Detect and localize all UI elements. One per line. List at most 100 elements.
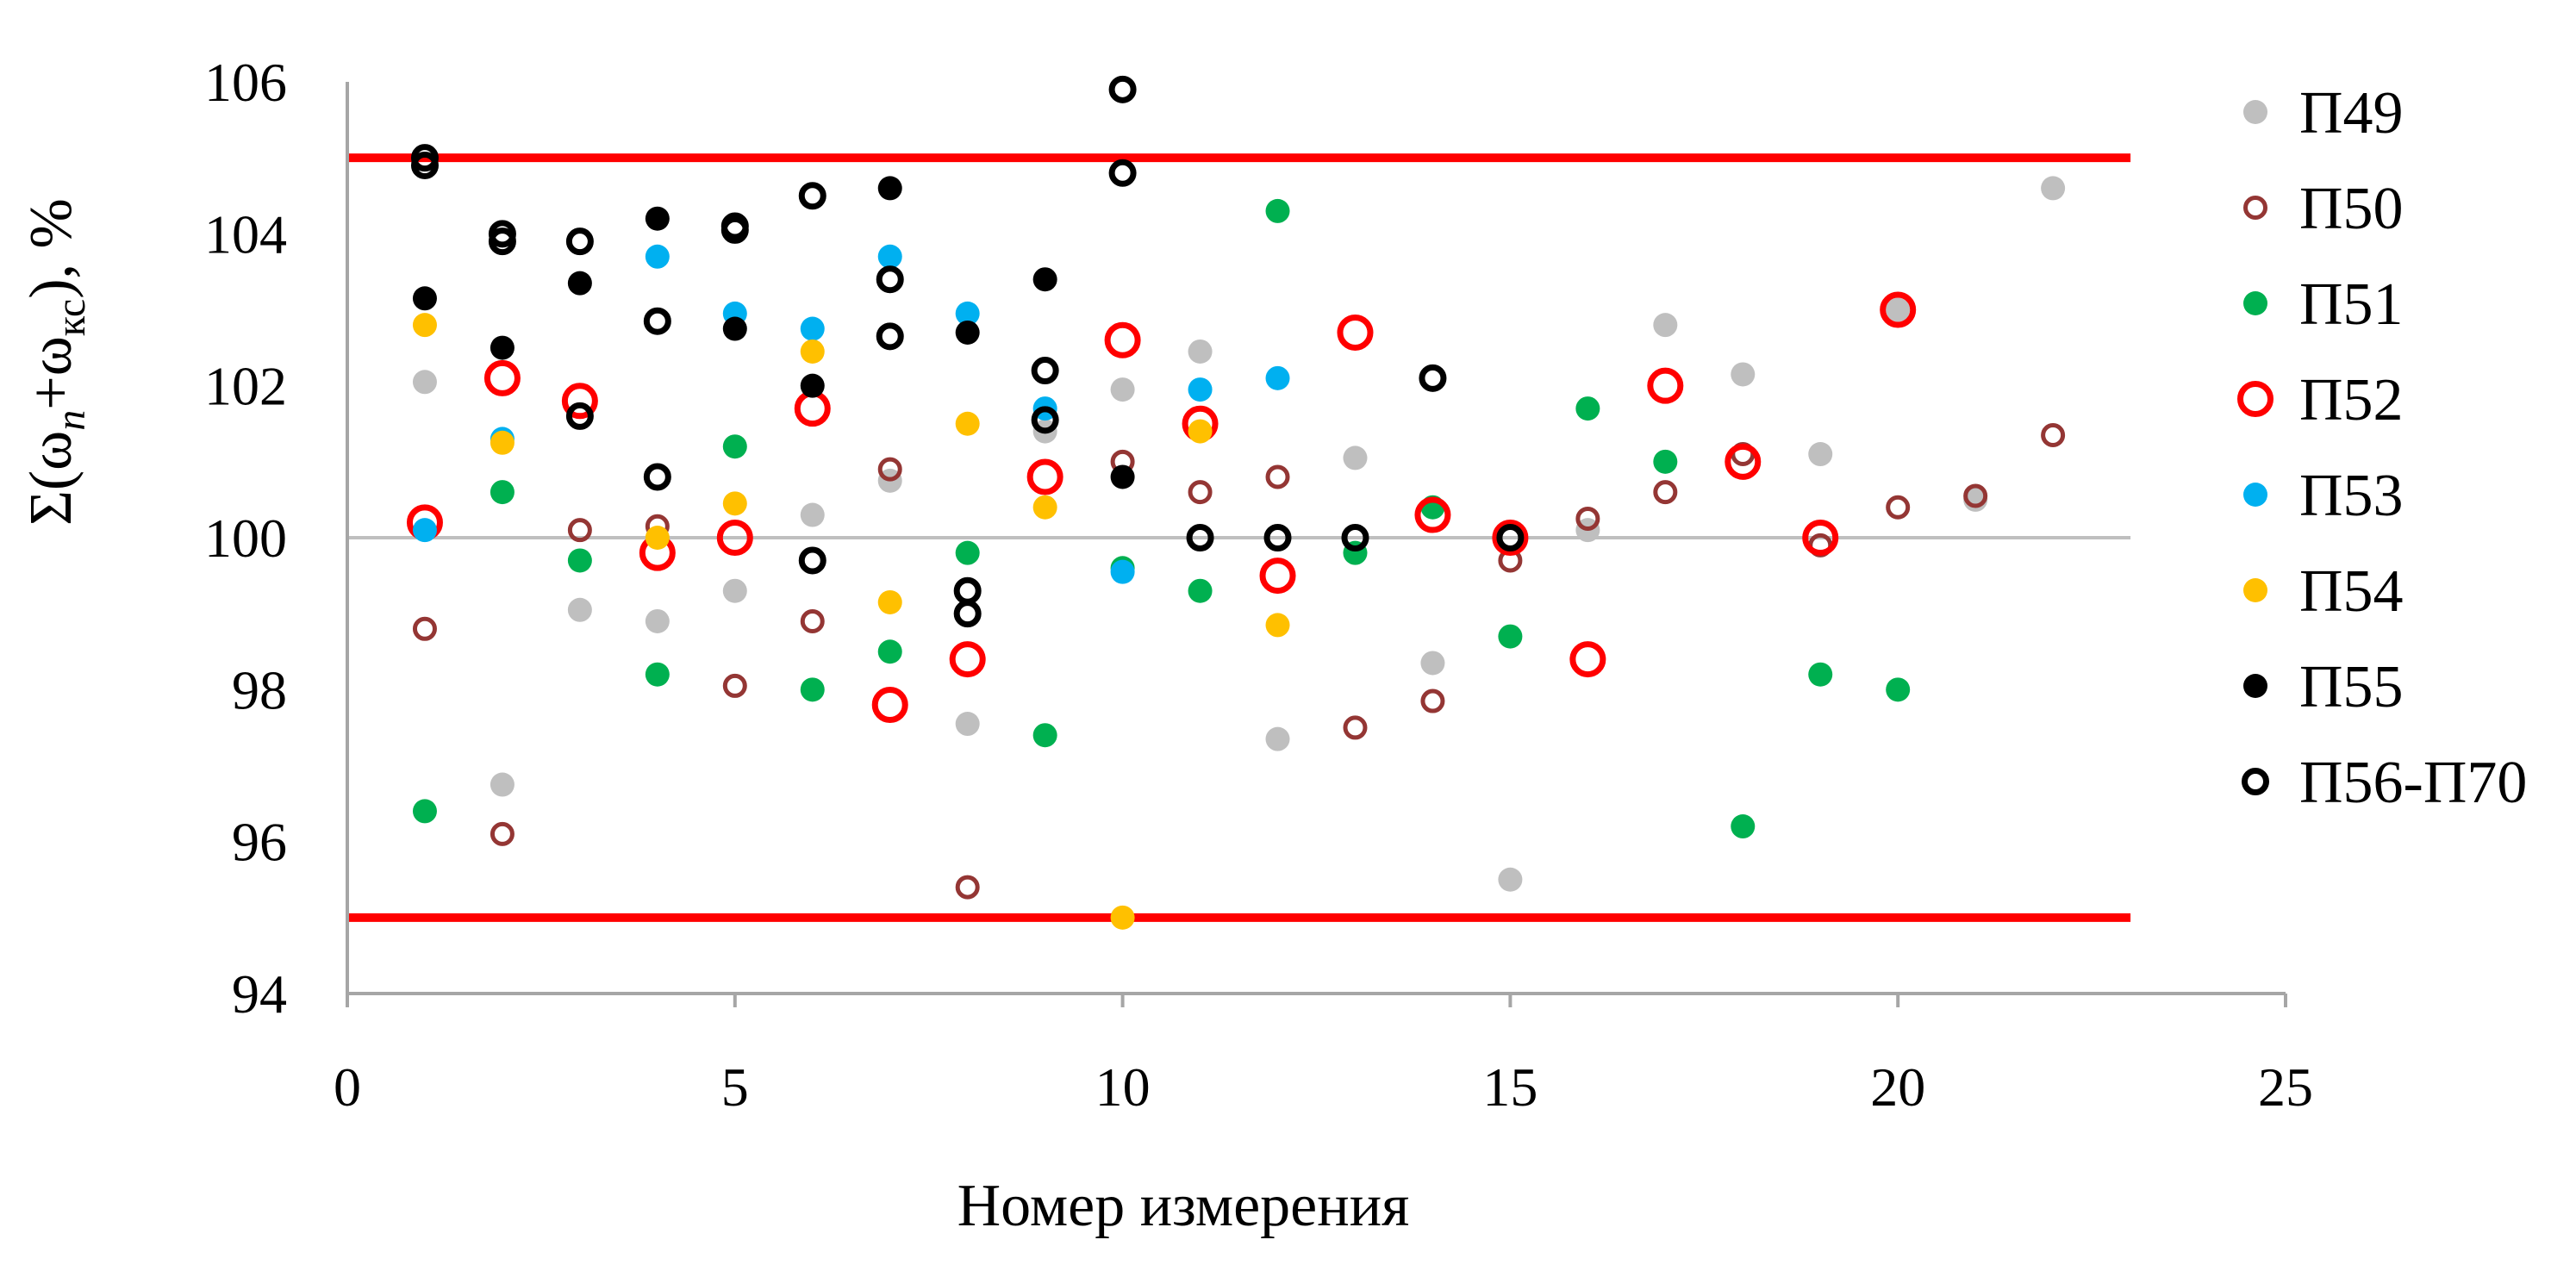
- data-point: [800, 502, 825, 527]
- data-point: [955, 320, 980, 345]
- legend-label: П54: [2299, 558, 2404, 625]
- data-point: [490, 430, 515, 455]
- data-point: [1186, 524, 1214, 551]
- series-П50: [412, 408, 2066, 900]
- data-point: [1188, 339, 1213, 364]
- data-point: [1496, 524, 1525, 551]
- legend-label: П52: [2299, 367, 2404, 433]
- data-point: [1188, 480, 1213, 505]
- data-point: [794, 390, 831, 427]
- series-П55: [412, 176, 1135, 489]
- data-point: [1188, 377, 1213, 402]
- data-point: [1420, 651, 1445, 676]
- legend: П49 П50 П51 П52 П53 П54 П55 П56-П70: [2237, 80, 2527, 816]
- data-point: [412, 370, 437, 395]
- data-point: [561, 383, 598, 420]
- data-point: [722, 434, 747, 459]
- data-point: [877, 244, 902, 269]
- x-tick-label: 15: [1482, 1056, 1537, 1118]
- data-point: [1031, 406, 1059, 434]
- data-point: [1343, 715, 1368, 740]
- data-point: [720, 212, 749, 240]
- data-point: [1420, 688, 1445, 713]
- data-point: [1110, 905, 1135, 930]
- legend-item: П54: [2243, 558, 2404, 625]
- data-point: [412, 313, 437, 338]
- data-point: [412, 286, 437, 311]
- legend-marker: [2242, 768, 2269, 795]
- data-point: [1110, 377, 1135, 402]
- series-П52: [406, 291, 1917, 723]
- data-point: [1498, 624, 1523, 649]
- data-point: [1188, 419, 1213, 444]
- data-point: [800, 677, 825, 702]
- data-point: [800, 373, 825, 398]
- data-point: [565, 402, 594, 430]
- data-point: [1341, 524, 1369, 551]
- data-point: [1414, 496, 1451, 533]
- data-point: [877, 639, 902, 664]
- data-point: [1031, 357, 1059, 385]
- legend-item: П53: [2243, 463, 2404, 529]
- y-tick-label: 102: [204, 356, 287, 417]
- y-tick-label: 94: [232, 963, 287, 1025]
- legend-label: П49: [2299, 80, 2404, 146]
- data-point: [490, 772, 515, 797]
- data-point: [798, 182, 826, 210]
- series-П54: [412, 313, 1290, 930]
- data-point: [1265, 613, 1290, 638]
- data-point: [645, 526, 670, 550]
- data-point: [1343, 445, 1368, 470]
- data-point: [1731, 362, 1756, 387]
- y-axis-title-tail: ), %: [18, 198, 84, 299]
- legend-label: П53: [2299, 463, 2404, 529]
- data-point: [1265, 365, 1290, 390]
- series-П56-П70: [410, 75, 1525, 628]
- data-point: [800, 339, 825, 364]
- data-point: [722, 491, 747, 516]
- data-point: [955, 875, 980, 900]
- data-point: [877, 457, 902, 482]
- data-point: [876, 265, 904, 294]
- data-point: [412, 616, 437, 641]
- legend-item: П50: [2243, 176, 2404, 242]
- data-point: [1802, 520, 1839, 556]
- legend-marker: [2243, 674, 2267, 698]
- data-point: [1569, 641, 1606, 678]
- data-point: [1653, 449, 1678, 474]
- y-tick-label: 106: [204, 52, 287, 113]
- legend-label: П55: [2299, 654, 2404, 720]
- y-tick-label: 98: [232, 659, 287, 720]
- data-point: [1808, 662, 1833, 687]
- data-point: [1337, 314, 1374, 351]
- data-point: [410, 151, 439, 179]
- data-point: [955, 301, 980, 326]
- x-tick-label: 10: [1095, 1056, 1151, 1118]
- data-point: [412, 799, 437, 824]
- data-point: [876, 322, 904, 351]
- data-point: [1110, 464, 1135, 489]
- data-point: [871, 686, 908, 723]
- legend-marker: [2243, 578, 2267, 602]
- data-point: [643, 463, 671, 491]
- data-point: [1492, 520, 1529, 556]
- y-axis-title-sigma: Σ(ω: [18, 431, 84, 526]
- legend-item: П52: [2237, 367, 2404, 433]
- axes: [346, 82, 2286, 995]
- y-axis-title-plus: +ω: [18, 336, 84, 410]
- data-point: [1265, 198, 1290, 223]
- data-point: [1653, 313, 1678, 338]
- data-point: [1104, 321, 1141, 358]
- data-point: [1886, 495, 1911, 520]
- data-point: [1108, 75, 1137, 103]
- data-point: [716, 520, 753, 556]
- data-point: [1963, 483, 1988, 508]
- data-point: [490, 821, 515, 846]
- y-tick-label: 104: [204, 203, 287, 265]
- data-point: [645, 608, 670, 633]
- legend-label: П51: [2299, 271, 2404, 338]
- legend-marker: [2243, 291, 2267, 315]
- data-point: [722, 673, 747, 698]
- data-point: [2041, 422, 2066, 447]
